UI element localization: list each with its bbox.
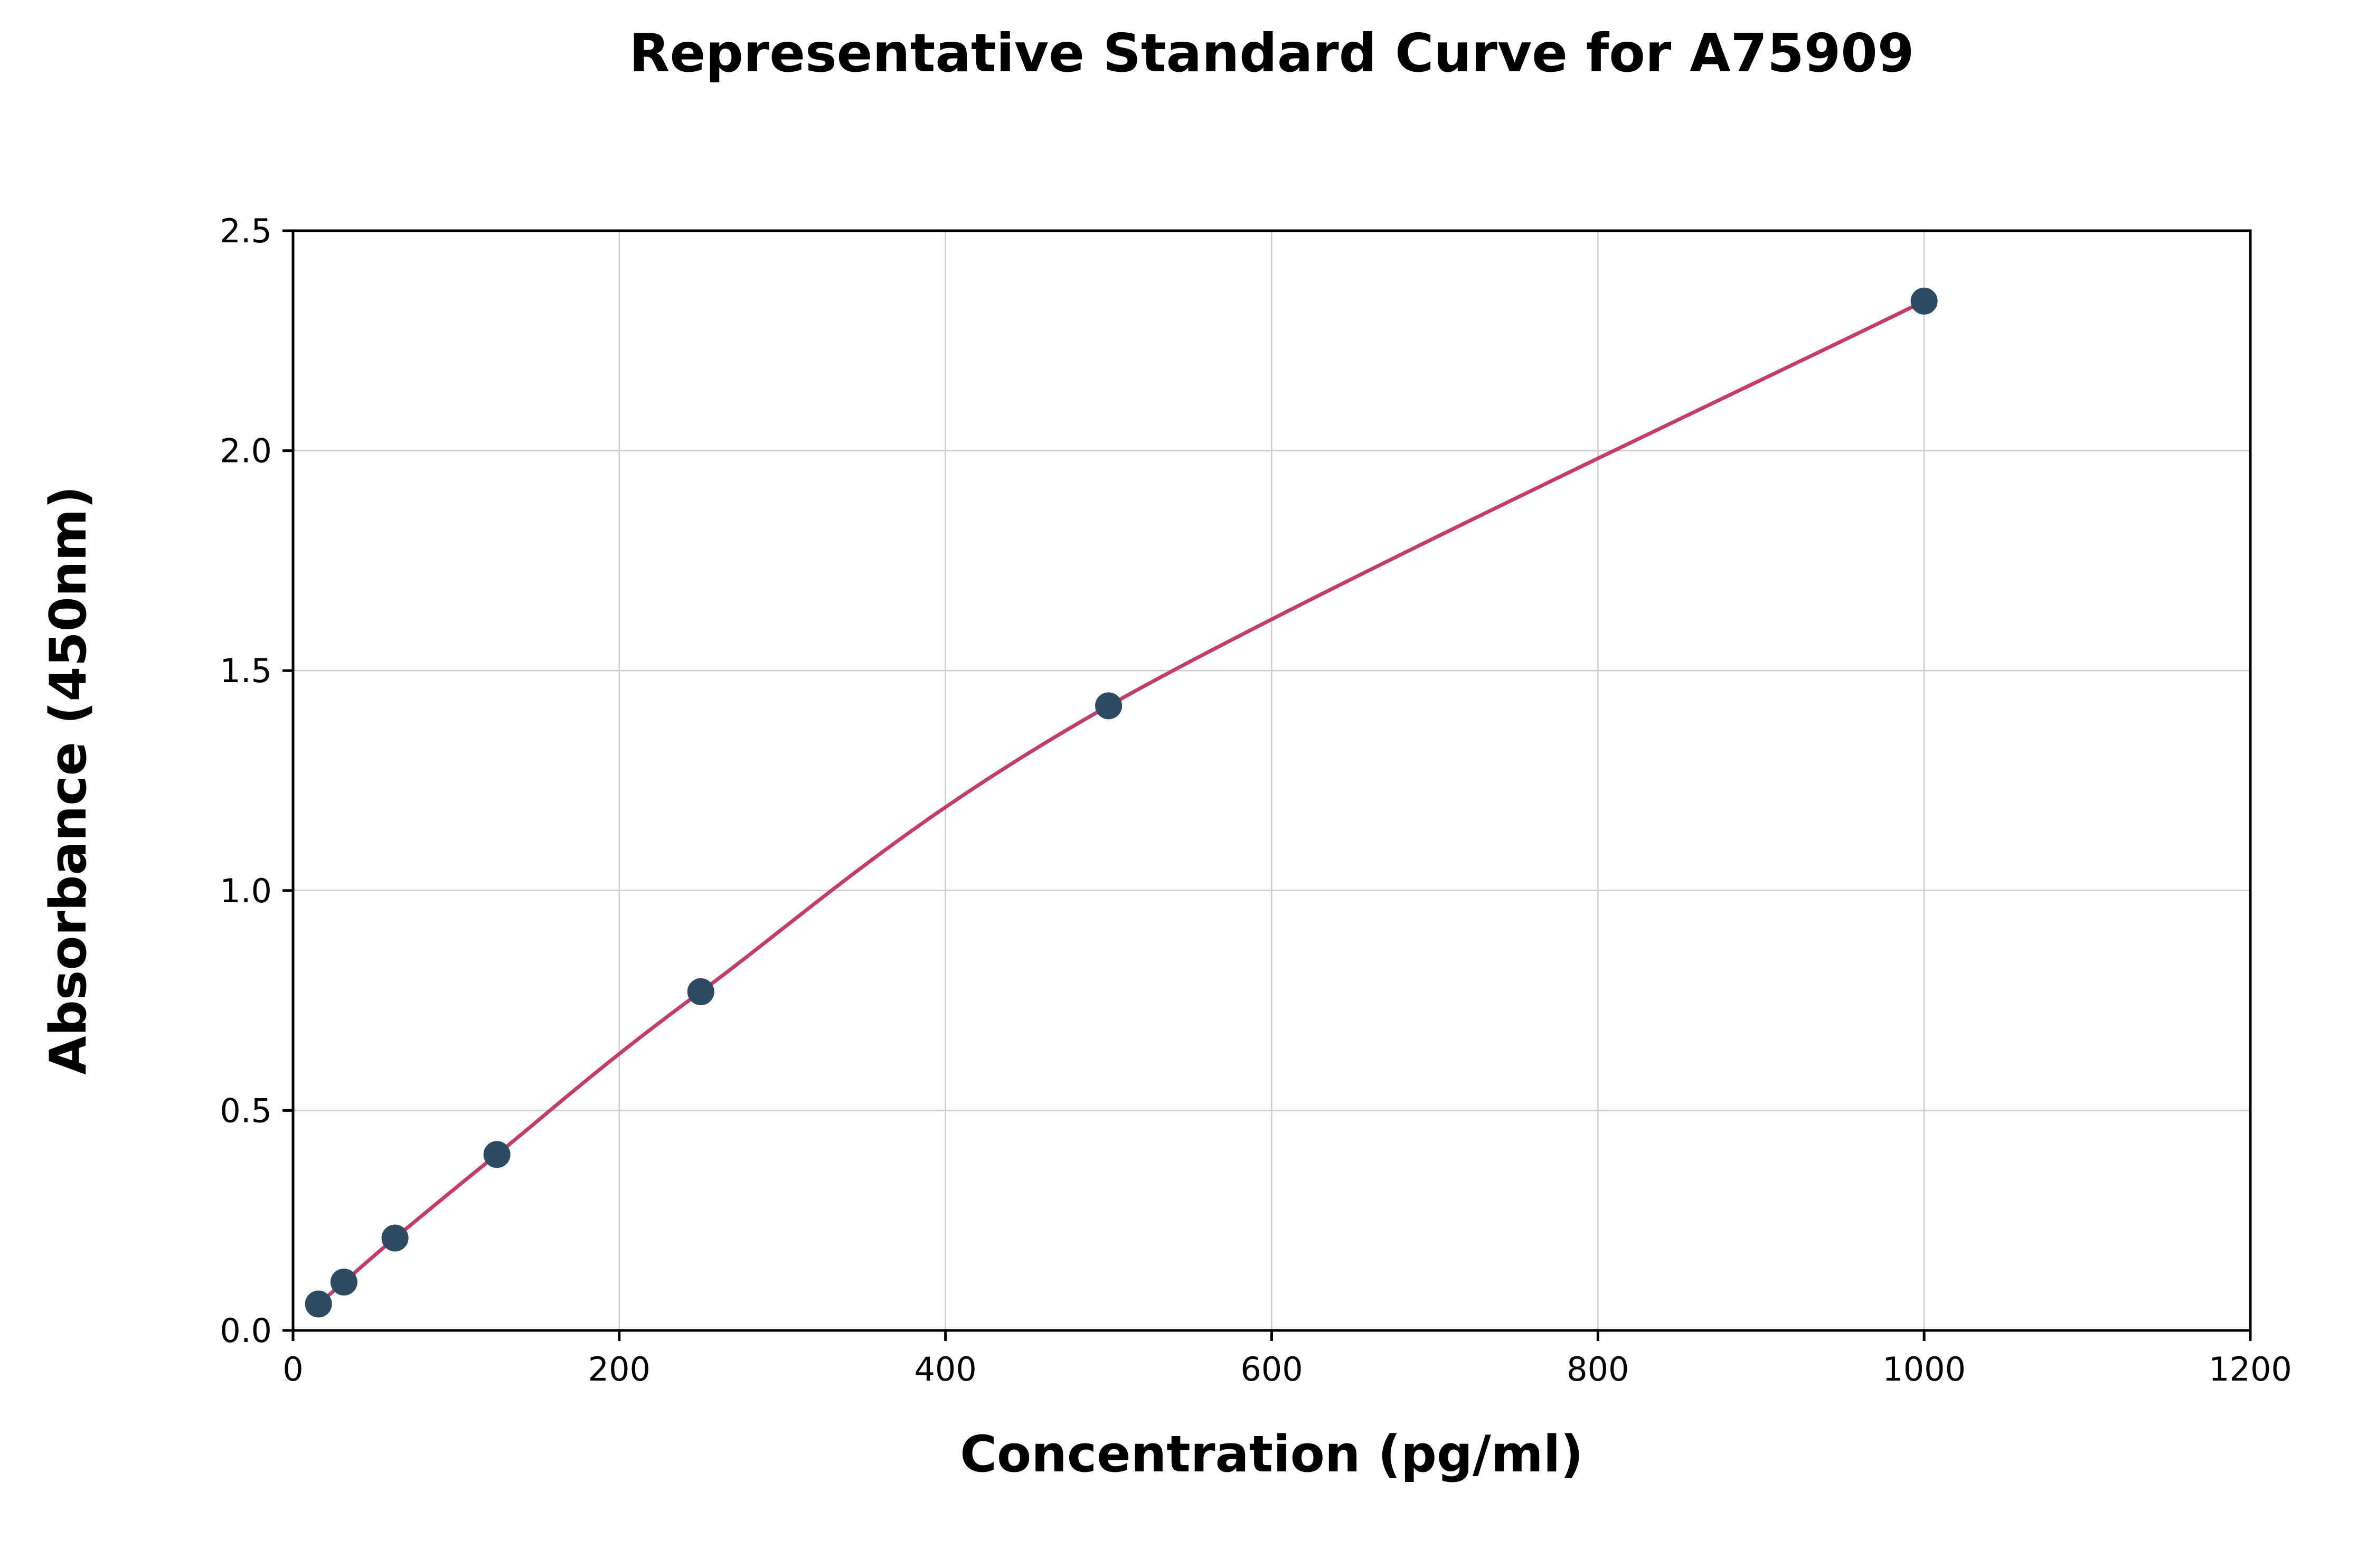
x-tick-label: 1000 — [1882, 1350, 1966, 1388]
data-point — [1095, 692, 1123, 720]
x-tick-label: 1200 — [2209, 1350, 2292, 1388]
data-point — [381, 1224, 409, 1252]
fitted-curve — [317, 299, 1925, 1306]
y-tick-label: 1.5 — [220, 651, 272, 690]
y-axis-label: Absorbance (450nm) — [40, 486, 98, 1075]
data-point — [687, 978, 714, 1005]
data-point — [305, 1290, 332, 1318]
x-axis-label: Concentration (pg/ml) — [960, 1425, 1583, 1484]
y-tick-label: 0.0 — [220, 1311, 272, 1350]
x-tick-label: 600 — [1240, 1350, 1303, 1388]
y-tick-label: 1.0 — [220, 872, 272, 910]
x-tick-label: 800 — [1567, 1350, 1629, 1388]
y-tick-label: 2.5 — [220, 212, 272, 250]
y-tick-label: 2.0 — [220, 432, 272, 470]
x-tick-label: 200 — [588, 1350, 650, 1388]
x-tick-label: 0 — [282, 1350, 303, 1388]
data-point — [483, 1141, 511, 1168]
y-tick-label: 0.5 — [220, 1091, 272, 1130]
data-point — [1910, 287, 1938, 315]
data-point — [330, 1268, 357, 1296]
x-tick-label: 400 — [914, 1350, 976, 1388]
chart-title: Representative Standard Curve for A75909 — [629, 22, 1915, 84]
